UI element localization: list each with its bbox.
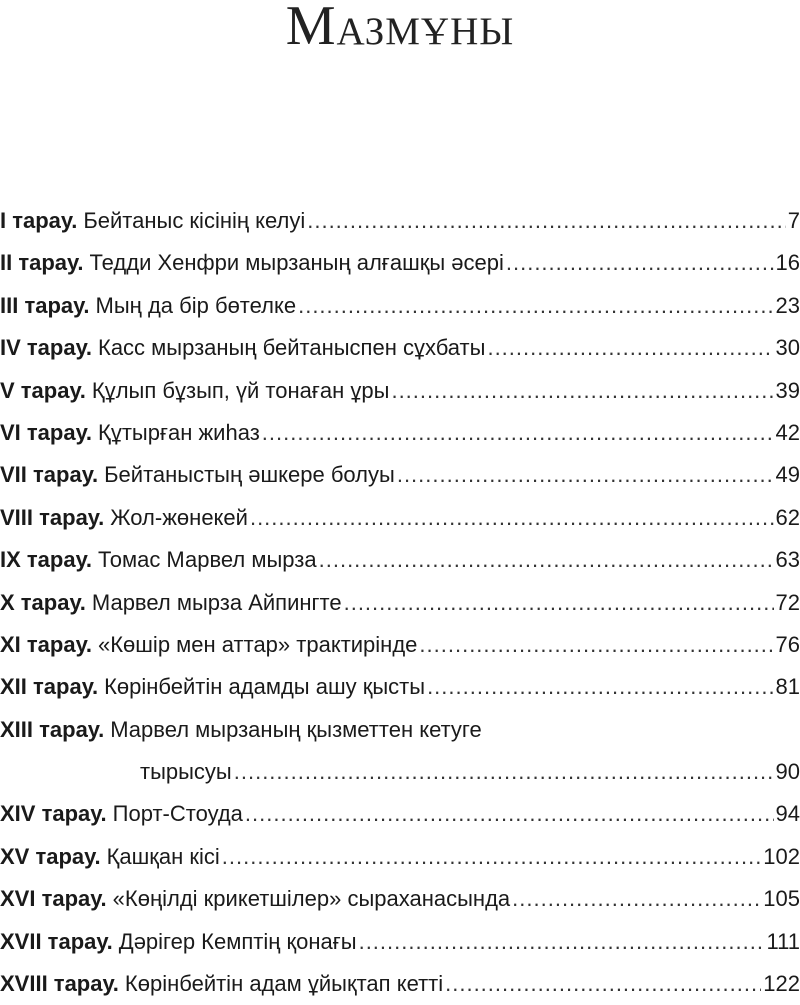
dot-leader bbox=[307, 200, 786, 242]
page-number: 23 bbox=[775, 292, 800, 318]
page-number: 16 bbox=[775, 250, 800, 276]
toc-entry[interactable]: V тарау.Құлып бұзып, үй тонаған ұры 39 bbox=[0, 370, 800, 412]
page-title: Мазмұны bbox=[285, 0, 515, 57]
chapter-label: I тарау. bbox=[0, 208, 78, 233]
chapter-title: Құтырған жиһаз bbox=[98, 419, 260, 445]
dot-leader bbox=[359, 921, 765, 963]
chapter-label: XIV тарау. bbox=[0, 801, 107, 827]
chapter-label: V тарау. bbox=[0, 377, 86, 403]
chapter-label: VIII тарау. bbox=[0, 504, 105, 530]
toc-entry[interactable]: XVIII тарау. Көрінбейтін адам ұйықтап кет… bbox=[0, 963, 800, 1005]
chapter-title: Марвел мырзаның қызметтен кетуге bbox=[110, 716, 482, 742]
page-number: 7 bbox=[787, 208, 800, 233]
chapter-title: Дәрігер Кемптің қонағы bbox=[118, 928, 357, 954]
dot-leader bbox=[344, 582, 774, 624]
toc-entry-continuation: тырысуы 90 bbox=[0, 751, 800, 793]
page-number: 63 bbox=[775, 547, 800, 573]
toc-entry[interactable]: XIII тарау. Марвел мырзаның қызметтен кет… bbox=[0, 709, 800, 751]
dot-leader bbox=[298, 285, 773, 327]
toc-entry[interactable]: IX тарау.Томас Марвел мырза 63 bbox=[0, 539, 800, 581]
chapter-label: XIII тарау. bbox=[0, 716, 105, 742]
page-number: 105 bbox=[763, 886, 800, 912]
toc-entry[interactable]: XVI тарау. «Көңілді крикетшілер» сырахана… bbox=[0, 878, 800, 920]
chapter-label: XVI тарау. bbox=[0, 886, 107, 912]
chapter-title: Қашқан кісі bbox=[106, 843, 220, 869]
page-number: 111 bbox=[766, 928, 800, 954]
dot-leader bbox=[506, 242, 774, 284]
chapter-title: Томас Марвел мырза bbox=[98, 547, 317, 573]
toc-entry[interactable]: XVII тарау.Дәрігер Кемптің қонағы 111 bbox=[0, 921, 800, 963]
dot-leader bbox=[222, 836, 761, 878]
chapter-title: Тедди Хенфри мырзаның алғашқы әсері bbox=[89, 250, 504, 276]
chapter-label: XII тарау. bbox=[0, 674, 99, 700]
chapter-title: Касс мырзаның бейтаныспен сұхбаты bbox=[98, 335, 486, 361]
dot-leader bbox=[319, 539, 774, 581]
toc-entry[interactable]: II тарау. Тедди Хенфри мырзаның алғашқы ә… bbox=[0, 242, 800, 284]
toc-entry[interactable]: VI тарау.Құтырған жиһаз 42 bbox=[0, 412, 800, 454]
chapter-title: Құлып бұзып, үй тонаған ұры bbox=[91, 377, 390, 403]
toc-entry[interactable]: IV тарау. Касс мырзаның бейтаныспен сұхба… bbox=[0, 327, 800, 369]
page-number: 62 bbox=[775, 504, 800, 530]
chapter-label: VII тарау. bbox=[0, 462, 99, 488]
dot-leader bbox=[445, 963, 761, 1005]
chapter-label: II тарау. bbox=[0, 250, 84, 276]
chapter-label: XI тарау. bbox=[0, 631, 92, 657]
toc-entry[interactable]: XII тарау.Көрінбейтін адамды ашу қысты 81 bbox=[0, 666, 800, 708]
page-number: 81 bbox=[775, 674, 800, 700]
chapter-title: Бейтаныс кісінің келуі bbox=[83, 208, 306, 233]
table-of-contents: I тарау.Бейтаныс кісінің келуі 7 II тарау.… bbox=[0, 200, 800, 1005]
dot-leader bbox=[234, 751, 774, 793]
dot-leader bbox=[391, 370, 773, 412]
dot-leader bbox=[419, 624, 773, 666]
chapter-title: «Көшір мен аттар» трактирінде bbox=[98, 631, 418, 657]
page-number: 49 bbox=[775, 462, 800, 488]
chapter-title: Бейтаныстың әшкере болуы bbox=[104, 462, 395, 488]
chapter-title: Көрінбейтін адамды ашу қысты bbox=[104, 674, 426, 700]
dot-leader bbox=[250, 497, 774, 539]
toc-entry[interactable]: VII тарау.Бейтаныстың әшкере болуы 49 bbox=[0, 454, 800, 496]
dot-leader bbox=[487, 327, 773, 369]
chapter-label: XVII тарау. bbox=[0, 928, 113, 954]
toc-entry[interactable]: XV тарау.Қашқан кісі 102 bbox=[0, 836, 800, 878]
page-number: 102 bbox=[763, 843, 800, 869]
page-number: 30 bbox=[775, 335, 800, 361]
dot-leader bbox=[512, 878, 761, 920]
chapter-title: «Көңілді крикетшілер» сыраханасында bbox=[112, 886, 511, 912]
chapter-title: Мың да бір бөтелке bbox=[95, 292, 297, 318]
page-number: 76 bbox=[775, 631, 800, 657]
toc-entry[interactable]: I тарау.Бейтаныс кісінің келуі 7 bbox=[0, 200, 800, 242]
page-number: 94 bbox=[775, 801, 800, 827]
chapter-label: XV тарау. bbox=[0, 843, 101, 869]
chapter-title-continued: тырысуы bbox=[140, 759, 232, 785]
toc-entry[interactable]: VIII тарау.Жол-жөнекей 62 bbox=[0, 497, 800, 539]
toc-entry[interactable]: XIV тарау.Порт-Стоуда 94 bbox=[0, 793, 800, 835]
toc-entry[interactable]: XI тарау.«Көшір мен аттар» трактирінде 76 bbox=[0, 624, 800, 666]
dot-leader bbox=[427, 666, 773, 708]
chapter-title: Порт-Стоуда bbox=[112, 801, 243, 827]
toc-entry[interactable]: III тарау.Мың да бір бөтелке 23 bbox=[0, 285, 800, 327]
chapter-label: IX тарау. bbox=[0, 547, 92, 573]
dot-leader bbox=[397, 454, 774, 496]
chapter-title: Марвел мырза Айпингте bbox=[91, 589, 342, 615]
page-number: 72 bbox=[775, 589, 800, 615]
dot-leader bbox=[262, 412, 774, 454]
chapter-label: XVIII тарау. bbox=[0, 971, 119, 997]
page-number: 42 bbox=[775, 419, 800, 445]
chapter-label: III тарау. bbox=[0, 292, 90, 318]
page-number: 90 bbox=[775, 759, 800, 785]
toc-entry[interactable]: X тарау.Марвел мырза Айпингте 72 bbox=[0, 582, 800, 624]
chapter-label: VI тарау. bbox=[0, 419, 92, 445]
chapter-title: Көрінбейтін адам ұйықтап кетті bbox=[124, 971, 444, 997]
chapter-label: IV тарау. bbox=[0, 335, 92, 361]
dot-leader bbox=[245, 793, 774, 835]
page-number: 122 bbox=[763, 971, 800, 997]
chapter-title: Жол-жөнекей bbox=[110, 504, 248, 530]
chapter-label: X тарау. bbox=[0, 589, 86, 615]
page-number: 39 bbox=[775, 377, 800, 403]
